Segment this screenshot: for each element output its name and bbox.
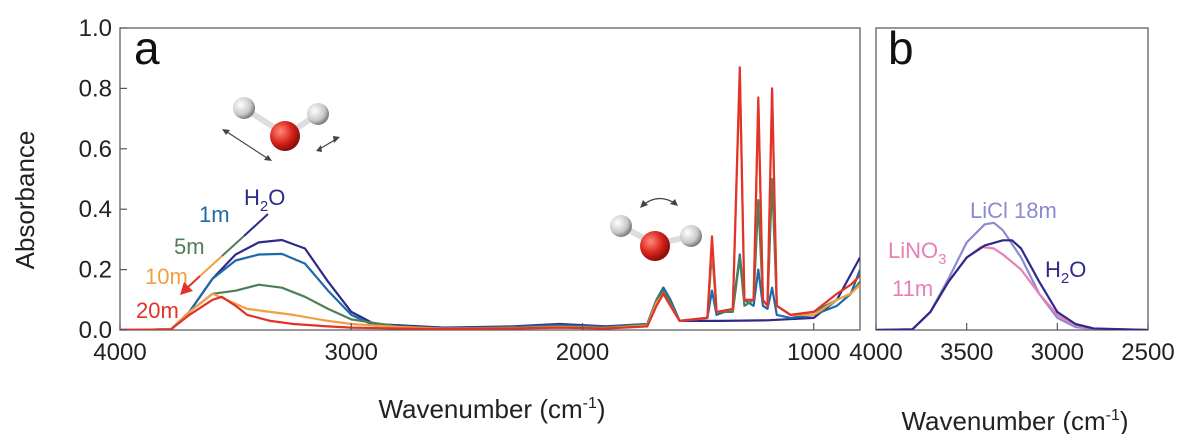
label-lino3-11m: 11m	[892, 276, 933, 301]
label-h2o-b: H2O	[1045, 257, 1086, 287]
panel-a-x-ticks: 4000 3000 2000 1000	[93, 323, 840, 366]
y-tick-label: 0.0	[79, 317, 112, 344]
y-tick-label: 0.4	[79, 196, 112, 223]
series-line-a-20m	[120, 66, 860, 330]
x-tick-label-b: 2500	[1121, 339, 1174, 366]
panel-b: 4000 3500 3000 2500 b Wavenumber (cm-1) LiC…	[849, 22, 1174, 434]
y-tick-label: 0.2	[79, 257, 112, 284]
panel-a-letter: a	[134, 22, 160, 74]
panel-a-series	[120, 66, 860, 330]
panel-a-frame	[119, 27, 861, 331]
concentration-arrow-1	[243, 213, 269, 237]
label-20m: 20m	[136, 298, 179, 323]
x-tick-label-b: 3500	[940, 339, 993, 366]
y-tick-label: 0.8	[79, 75, 112, 102]
concentration-arrow-2	[221, 235, 245, 257]
y-tick-label: 0.6	[79, 136, 112, 163]
x-tick-label-b: 3000	[1031, 339, 1084, 366]
concentration-arrowhead	[180, 282, 193, 295]
series-line-a-5m	[120, 177, 860, 330]
label-lino3: LiNO3	[888, 238, 946, 268]
x-tick-label-a: 3000	[325, 339, 378, 366]
panel-b-x-axis-label: Wavenumber (cm-1)	[901, 406, 1128, 434]
panel-b-frame	[875, 27, 1149, 331]
panel-b-letter: b	[888, 22, 914, 74]
panel-b-x-ticks: 4000 3500 3000 2500	[849, 323, 1175, 366]
label-h2o: H2O	[244, 185, 285, 215]
panel-a: 4000 3000 2000 1000 0.0 0.2 0.4 0.6 0.8 1.0 a Ab…	[10, 15, 861, 424]
x-tick-label-b: 4000	[849, 339, 902, 366]
panel-a-y-ticks: 0.0 0.2 0.4 0.6 0.8 1.0	[79, 15, 127, 344]
series-line-a-h2o	[120, 238, 860, 330]
panel-b-series	[876, 221, 1148, 330]
y-axis-label: Absorbance	[10, 131, 40, 270]
concentration-arrow-3	[199, 255, 223, 277]
x-tick-label-a: 4000	[93, 339, 146, 366]
label-1m: 1m	[199, 202, 230, 227]
panel-a-x-axis-label: Wavenumber (cm-1)	[378, 394, 605, 424]
series-line-b-h2o	[876, 239, 1148, 330]
x-tick-label-a: 1000	[787, 339, 840, 366]
series-line-a-1m	[120, 252, 860, 330]
y-tick-label: 1.0	[79, 15, 112, 42]
label-5m: 5m	[174, 234, 205, 259]
label-licl-18m: LiCl 18m	[970, 198, 1057, 223]
x-tick-label-a: 2000	[556, 339, 609, 366]
water-molecule-stretch-icon	[222, 97, 340, 161]
label-10m: 10m	[145, 264, 188, 289]
water-molecule-bend-icon	[610, 197, 702, 261]
